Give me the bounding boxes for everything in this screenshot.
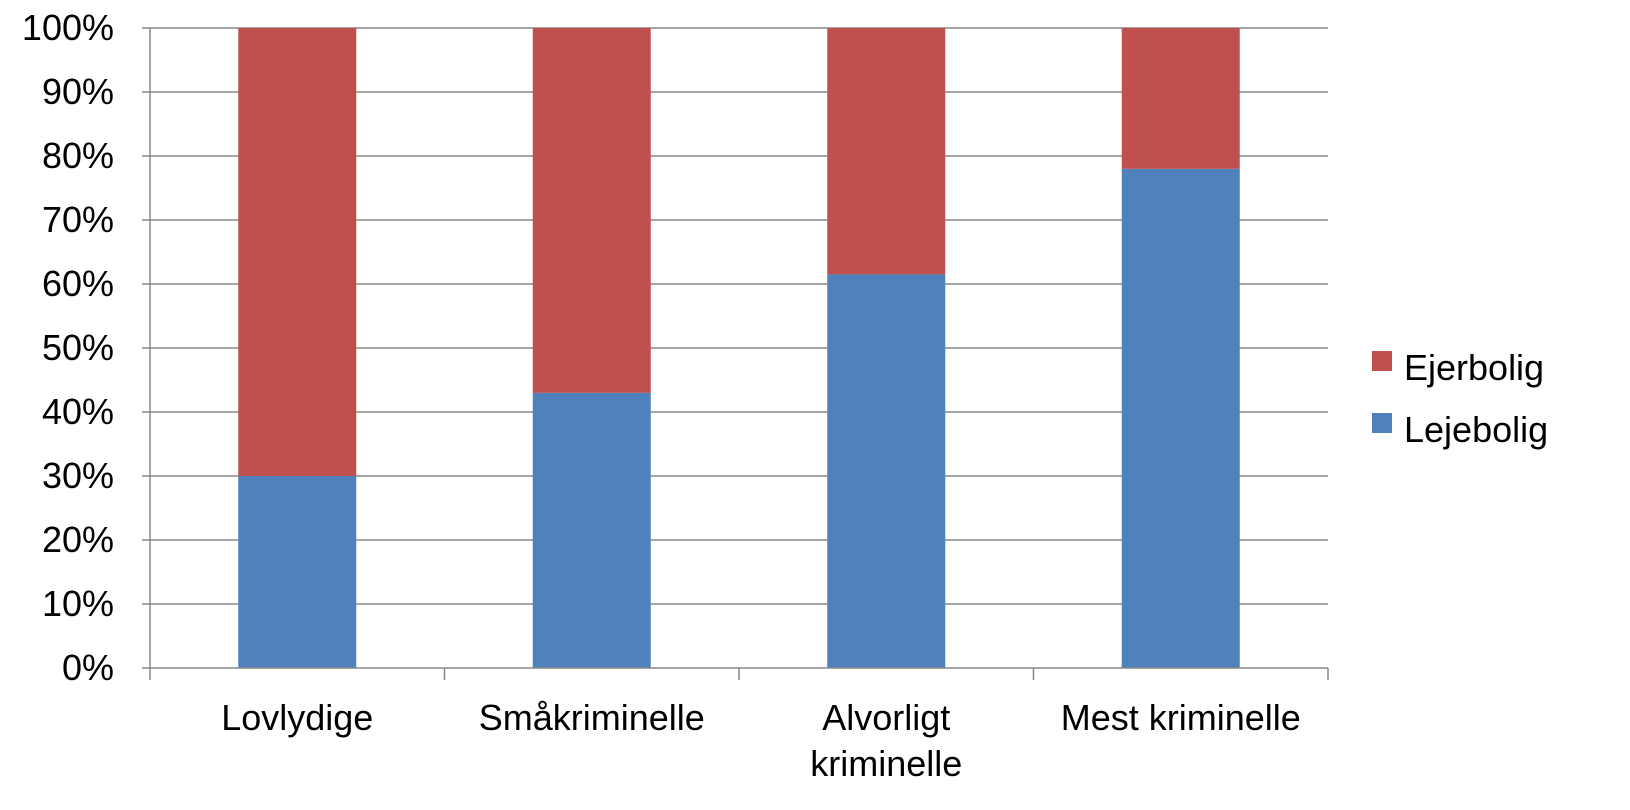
legend-label-ejerbolig: Ejerbolig (1404, 347, 1544, 388)
y-tick-label: 30% (42, 455, 114, 496)
bar-lejebolig-2 (532, 392, 651, 668)
y-tick-label: 70% (42, 199, 114, 240)
legend-swatch-ejerbolig (1372, 351, 1392, 371)
x-category-label-line: Alvorligt (822, 697, 950, 738)
x-category-label: Alvorligt kriminelle (810, 697, 962, 784)
x-category-label: Småkriminelle (479, 697, 705, 738)
y-tick-label: 80% (42, 135, 114, 176)
bar-ejerbolig-1 (238, 28, 357, 476)
y-tick-label: 90% (42, 71, 114, 112)
x-category-label: Mest kriminelle (1061, 697, 1301, 738)
legend-swatch-lejebolig (1372, 413, 1392, 433)
legend: Ejerbolig Lejebolig (1372, 347, 1548, 450)
x-category-label-line: Småkriminelle (479, 697, 705, 738)
bar-lejebolig-1 (238, 476, 357, 668)
bar-ejerbolig-3 (827, 28, 946, 275)
y-tick-label: 50% (42, 327, 114, 368)
y-tick-label: 10% (42, 583, 114, 624)
y-axis-ticks: 0% 10% 20% 30% 40% 50% 60% 70% 80% 90% 100% (22, 7, 114, 688)
x-axis-labels: Lovlydige Småkriminelle Alvorligt kriminell… (221, 697, 1301, 784)
bar-ejerbolig-4 (1121, 28, 1240, 169)
x-category-label: Lovlydige (221, 697, 373, 738)
bars (238, 28, 1240, 669)
x-category-label-line: Mest kriminelle (1061, 697, 1301, 738)
bar-lejebolig-4 (1121, 168, 1240, 669)
x-category-label-line: Lovlydige (221, 697, 373, 738)
x-category-label-line: kriminelle (810, 743, 962, 784)
y-tick-label: 40% (42, 391, 114, 432)
bar-ejerbolig-2 (532, 28, 651, 393)
bar-lejebolig-3 (827, 274, 946, 668)
axes (142, 27, 1329, 680)
legend-label-lejebolig: Lejebolig (1404, 409, 1548, 450)
y-tick-label: 60% (42, 263, 114, 304)
y-tick-label: 0% (62, 647, 114, 688)
y-tick-label: 100% (22, 7, 114, 48)
y-tick-label: 20% (42, 519, 114, 560)
